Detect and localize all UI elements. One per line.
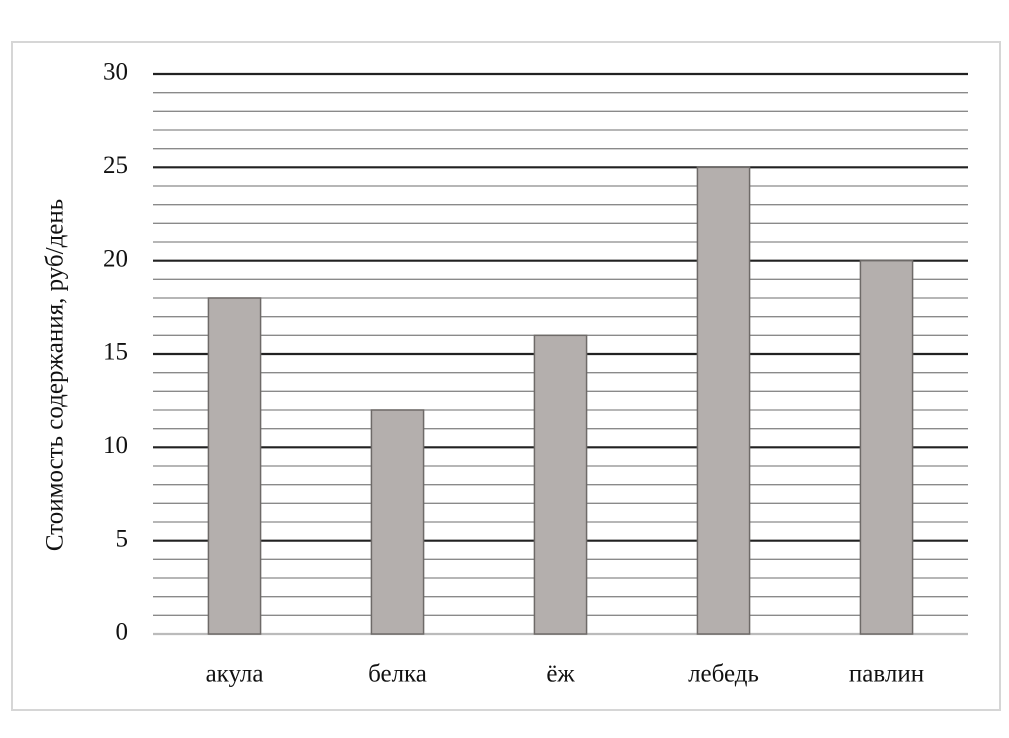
y-tick-label: 15 [103,339,128,366]
bar [207,297,262,635]
bar [696,166,751,635]
bar [370,409,425,635]
bar [533,334,588,635]
x-tick-label: акула [206,661,264,688]
chart-frame [11,41,1001,711]
y-tick-label: 5 [116,525,129,552]
x-tick-label: белка [368,661,427,688]
x-tick-label: лебедь [688,661,759,688]
y-tick-label: 0 [116,619,129,646]
x-tick-label: павлин [849,661,924,688]
y-tick-label: 10 [103,432,128,459]
y-tick-label: 30 [103,59,128,86]
y-axis-label: Стоимость содержания, руб/день [42,199,69,551]
bar [859,259,914,635]
y-tick-label: 20 [103,245,128,272]
y-tick-label: 25 [103,152,128,179]
x-tick-label: ёж [546,661,575,688]
